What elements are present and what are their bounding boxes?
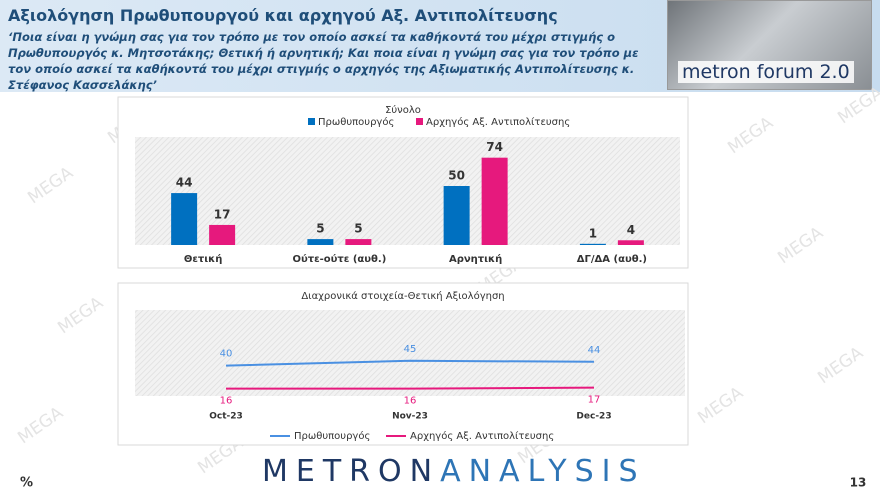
watermark: MEGA	[814, 343, 867, 388]
data-label: 40	[220, 349, 233, 360]
data-label: 16	[404, 396, 417, 407]
chart-title: Σύνολο	[385, 104, 421, 116]
data-label: 4	[627, 223, 635, 237]
legend-label: Πρωθυπουργός	[318, 116, 394, 128]
plot-area	[135, 310, 685, 396]
data-label: 5	[316, 222, 324, 236]
chart-title: Διαχρονικά στοιχεία-Θετική Αξιολόγηση	[301, 290, 504, 302]
bar	[307, 239, 334, 245]
watermark: MEGA	[774, 223, 827, 268]
unit: %	[20, 476, 33, 491]
bar	[345, 239, 372, 245]
line	[225, 359, 595, 367]
data-label: 44	[176, 176, 193, 190]
bar	[443, 186, 470, 245]
data-label: 44	[588, 345, 601, 356]
logo: metron forum 2.0	[667, 0, 872, 90]
logo-text: metron forum 2.0	[678, 61, 854, 83]
x-tick-label: Nov-23	[392, 412, 428, 422]
watermark: MEGA	[724, 113, 777, 158]
watermark: MEGA	[834, 83, 880, 128]
brand: METRONANALYSIS	[262, 454, 646, 489]
bar	[209, 224, 236, 245]
x-tick-label: Ούτε-ούτε (αυθ.)	[292, 253, 386, 265]
x-tick-label: Dec-23	[576, 412, 611, 422]
data-label: 16	[220, 396, 233, 407]
bar	[617, 240, 644, 245]
question: ‘Ποια είναι η γνώμη σας για τον τρόπο με…	[8, 30, 639, 92]
brand-first: METRON	[262, 454, 440, 489]
x-tick-label: Θετική	[184, 253, 223, 265]
legend-label: Πρωθυπουργός	[294, 430, 370, 442]
x-tick-label: ΔΓ/ΔΑ (αυθ.)	[577, 254, 647, 265]
legend-label: Αρχηγός Αξ. Αντιπολίτευσης	[426, 116, 570, 128]
data-label: 17	[588, 395, 601, 406]
x-tick-label: Αρνητική	[449, 253, 502, 265]
slide-title: Αξιολόγηση Πρωθυπουργού και αρχηγού Αξ. …	[8, 6, 558, 25]
watermark: MEGA	[694, 383, 747, 428]
bar	[579, 243, 606, 245]
data-label: 1	[589, 226, 597, 240]
watermark: MEGA	[24, 163, 77, 208]
bar	[171, 193, 198, 245]
legend-swatch	[308, 118, 315, 125]
legend-label: Αρχηγός Αξ. Αντιπολίτευσης	[410, 430, 554, 442]
data-label: 5	[354, 222, 362, 236]
data-label: 74	[486, 140, 503, 154]
x-tick-label: Oct-23	[209, 412, 243, 422]
legend-swatch	[416, 118, 423, 125]
line	[226, 386, 595, 390]
data-label: 50	[448, 169, 465, 183]
watermark: MEGA	[14, 403, 67, 448]
bar	[481, 157, 508, 245]
brand-second: ANALYSIS	[440, 454, 645, 489]
data-label: 45	[404, 344, 417, 355]
page-number: 13	[850, 476, 867, 490]
watermark: MEGA	[54, 293, 107, 338]
data-label: 17	[214, 207, 231, 221]
